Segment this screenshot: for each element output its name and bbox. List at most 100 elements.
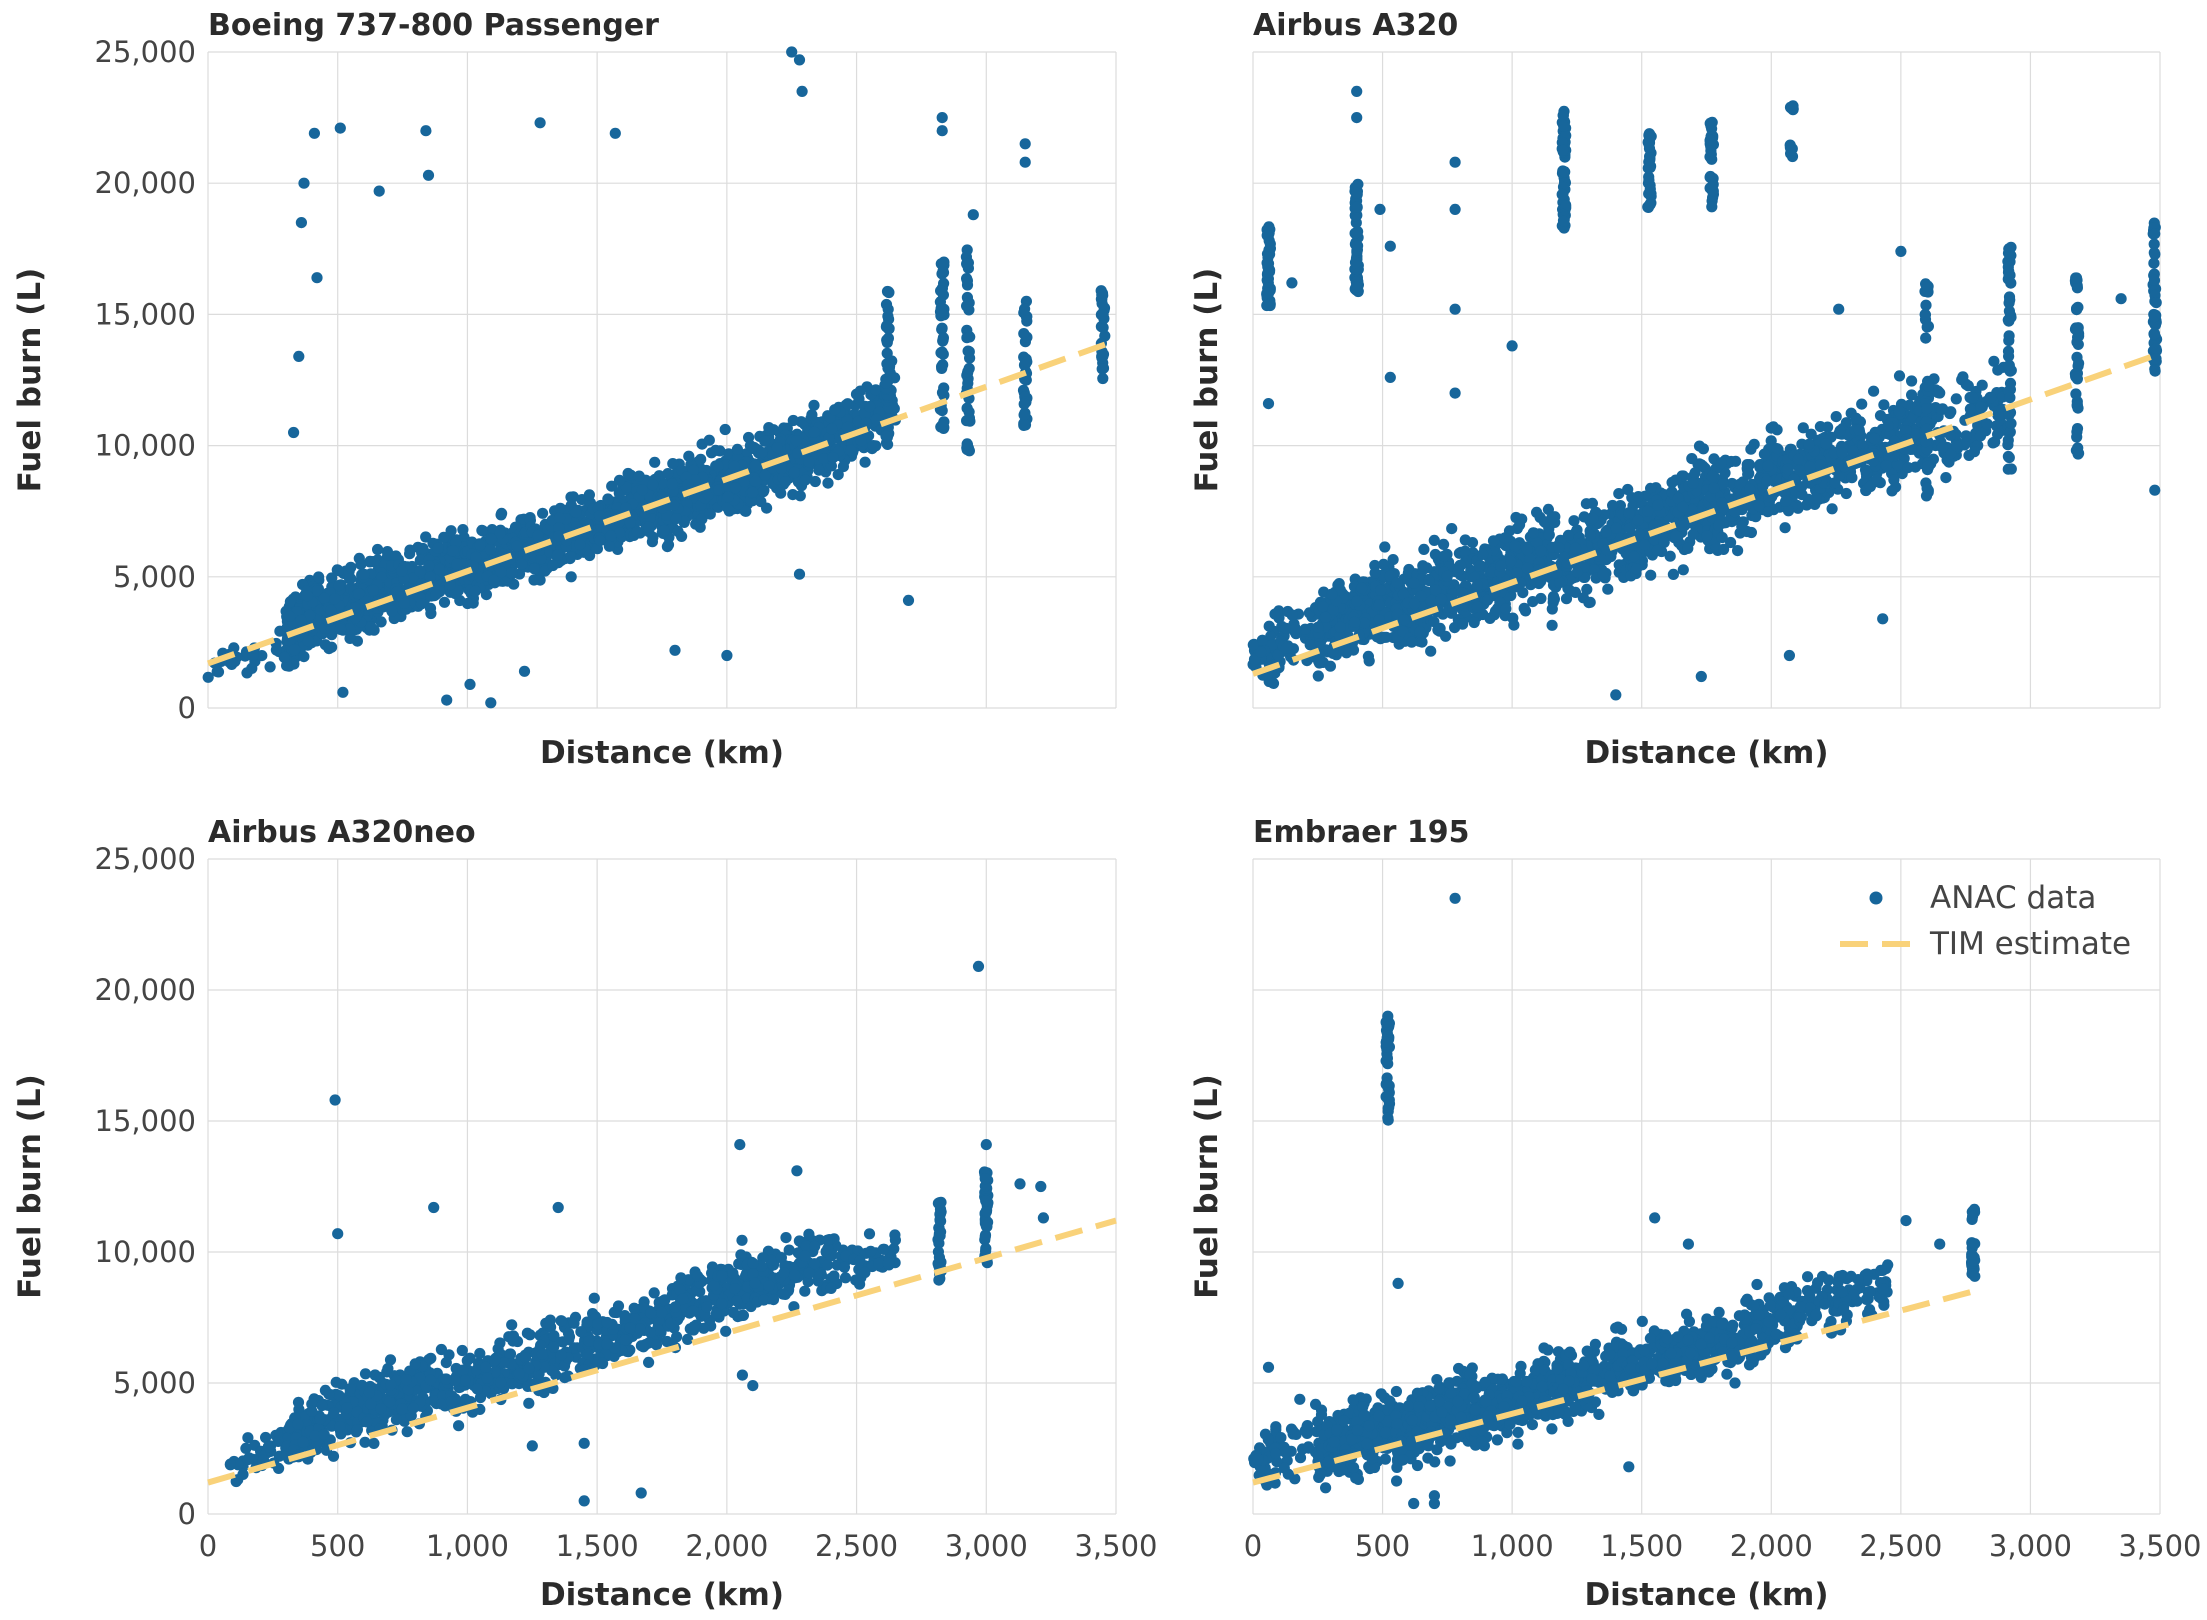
data-point: [537, 507, 549, 519]
x-tick-label: 1,500: [556, 1529, 639, 1563]
data-point: [967, 209, 979, 221]
data-point: [2148, 274, 2161, 286]
data-point: [1643, 138, 1655, 150]
data-point: [712, 460, 724, 472]
data-point: [1449, 156, 1461, 168]
data-point: [1992, 364, 2004, 376]
data-point: [633, 470, 645, 482]
data-point: [1509, 540, 1521, 552]
data-point: [1286, 277, 1298, 289]
data-point: [605, 530, 617, 542]
data-point: [295, 614, 307, 626]
data-point: [1546, 603, 1558, 615]
data-point: [1600, 526, 1612, 538]
data-point: [1922, 380, 1934, 392]
x-axis-label: Distance (km): [1584, 735, 1828, 771]
data-point: [756, 447, 768, 459]
data-point: [1262, 258, 1275, 270]
data-point: [1352, 240, 1364, 252]
data-point: [1535, 575, 1547, 588]
data-point: [532, 529, 544, 542]
data-point: [1587, 512, 1599, 525]
data-point: [2004, 392, 2016, 404]
data-point: [1418, 543, 1430, 556]
data-point: [1859, 464, 1872, 476]
data-point: [329, 593, 341, 605]
data-point: [808, 399, 820, 411]
data-point: [2150, 353, 2162, 365]
data-point: [1568, 515, 1580, 527]
data-point: [1840, 487, 1852, 500]
data-point: [859, 456, 871, 468]
data-point: [881, 336, 893, 349]
data-point: [962, 377, 974, 389]
data-point: [1932, 387, 1944, 399]
data-point: [1373, 614, 1385, 626]
data-point: [1670, 530, 1682, 542]
data-point: [1638, 539, 1651, 551]
data-point: [1362, 650, 1374, 663]
y-tick-label: 25,000: [95, 842, 196, 876]
data-point: [278, 651, 290, 664]
data-point: [1517, 587, 1529, 599]
tim-estimate-line: [1252, 350, 2161, 677]
data-point: [788, 466, 800, 479]
data-point: [1449, 203, 1461, 215]
data-point: [1505, 555, 1517, 568]
data-point: [867, 440, 879, 452]
y-tick-label: 20,000: [95, 166, 196, 200]
data-point: [1968, 446, 1980, 458]
data-point: [1745, 443, 1757, 455]
data-point: [420, 531, 432, 543]
data-point: [1423, 574, 1435, 587]
data-point: [1351, 85, 1363, 97]
data-point: [2004, 377, 2017, 389]
data-point: [1096, 298, 1108, 310]
data-point: [658, 524, 670, 537]
data-point: [518, 665, 531, 677]
data-point: [2070, 371, 2082, 383]
data-point: [1351, 201, 1363, 213]
data-point: [731, 443, 744, 455]
data-point: [803, 456, 815, 468]
data-point: [1632, 514, 1644, 527]
data-point: [1546, 512, 1558, 524]
data-point: [344, 1383, 356, 1395]
grid: [207, 51, 1117, 709]
data-point: [683, 450, 695, 462]
data-point: [1846, 472, 1858, 484]
x-tick-label: 1,000: [426, 1529, 509, 1563]
data-point: [414, 554, 426, 566]
data-point: [1527, 527, 1539, 539]
data-point: [1960, 430, 1972, 442]
data-point: [1446, 523, 1458, 535]
data-point: [372, 543, 384, 556]
data-point: [1317, 600, 1329, 613]
data-point: [1324, 660, 1336, 672]
data-point: [1919, 308, 1931, 321]
data-point: [375, 1403, 387, 1415]
data-point: [1299, 623, 1311, 635]
data-point: [565, 491, 577, 503]
data-point: [937, 332, 950, 344]
data-point: [936, 322, 948, 334]
data-point: [311, 272, 323, 284]
data-point: [2150, 343, 2162, 355]
tim-estimate-line: [206, 337, 1118, 667]
data-point: [332, 565, 344, 577]
data-point: [1628, 551, 1640, 563]
data-point: [432, 542, 444, 554]
data-point: [1732, 545, 1744, 557]
data-point: [1882, 420, 1894, 432]
data-point: [961, 258, 973, 270]
data-point: [311, 585, 323, 597]
data-point: [882, 303, 894, 315]
data-point: [1018, 328, 1030, 340]
data-point: [1644, 154, 1656, 166]
data-point: [2002, 261, 2014, 273]
data-point: [390, 1414, 402, 1426]
data-point: [400, 1374, 412, 1386]
data-point: [841, 421, 854, 433]
data-point: [1950, 393, 1962, 405]
